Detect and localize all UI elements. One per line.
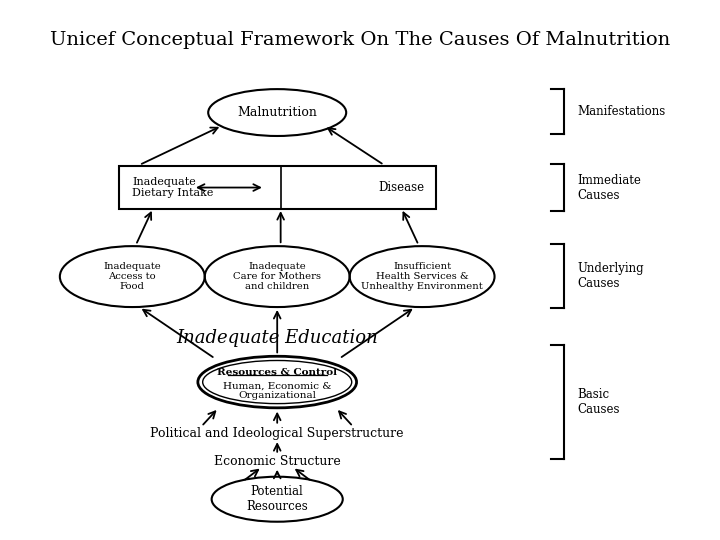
Text: Inadequate
Care for Mothers
and children: Inadequate Care for Mothers and children [233,262,321,292]
Text: Immediate
Causes: Immediate Causes [577,173,642,201]
Text: Resources & Control: Resources & Control [217,368,337,377]
Title: Unicef Conceptual Framework On The Causes Of Malnutrition: Unicef Conceptual Framework On The Cause… [50,31,670,49]
Text: Human, Economic &: Human, Economic & [223,381,331,390]
Text: Inadequate Education: Inadequate Education [176,328,378,347]
Text: Manifestations: Manifestations [577,105,665,118]
Text: Underlying
Causes: Underlying Causes [577,262,644,290]
Text: Inadequate
Access to
Food: Inadequate Access to Food [104,262,161,292]
Text: Insufficient
Health Services &
Unhealthy Environment: Insufficient Health Services & Unhealthy… [361,262,483,292]
Text: Inadequate
Dietary Intake: Inadequate Dietary Intake [132,177,214,198]
Text: Basic
Causes: Basic Causes [577,388,620,416]
Text: Disease: Disease [378,181,425,194]
Text: Potential
Resources: Potential Resources [246,485,308,513]
Text: Organizational: Organizational [238,390,316,400]
Text: Malnutrition: Malnutrition [238,106,317,119]
Text: Political and Ideological Superstructure: Political and Ideological Superstructure [150,427,404,440]
Text: Economic Structure: Economic Structure [214,455,341,468]
